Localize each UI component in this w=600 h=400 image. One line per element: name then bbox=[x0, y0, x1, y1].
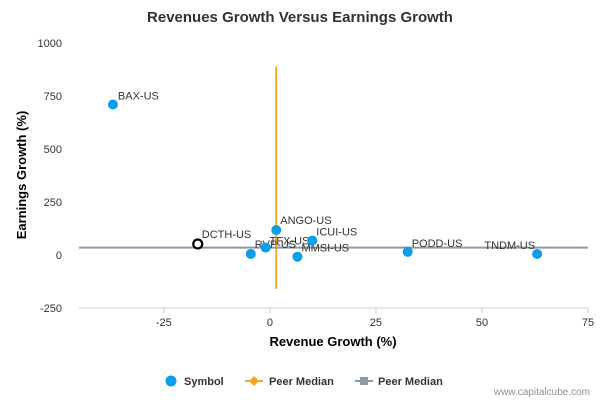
y-tick-label: 500 bbox=[44, 144, 62, 156]
x-tick-label: 75 bbox=[582, 317, 594, 329]
legend-diamond-marker bbox=[249, 376, 259, 386]
point-dcth-us[interactable] bbox=[192, 238, 204, 250]
legend-label-peer-median-2: Peer Median bbox=[378, 376, 443, 388]
point-label-bax-us: BAX-US bbox=[118, 90, 159, 102]
point-bax-us[interactable] bbox=[107, 99, 118, 110]
x-tick-label: 25 bbox=[370, 317, 382, 329]
y-tick-label: 0 bbox=[56, 250, 62, 262]
x-axis-ticks: -25 0 25 50 75 bbox=[156, 308, 594, 329]
chart-title: Revenues Growth Versus Earnings Growth bbox=[147, 9, 453, 26]
y-tick-label: 250 bbox=[44, 197, 62, 209]
point-label-mmsi-us: MMSI-US bbox=[301, 243, 349, 255]
point-icui-us[interactable] bbox=[307, 235, 318, 246]
point-label-icui-us: ICUI-US bbox=[316, 227, 357, 239]
x-tick-label: 0 bbox=[267, 317, 273, 329]
data-points: BAX-USDCTH-USRVP-USTFX-USANGO-USMMSI-USI… bbox=[107, 90, 543, 262]
y-tick-label: 750 bbox=[44, 91, 62, 103]
point-mmsi-us[interactable] bbox=[292, 251, 303, 262]
point-rvp-us[interactable] bbox=[245, 248, 256, 259]
legend-label-peer-median-1: Peer Median bbox=[269, 376, 334, 388]
point-tndm-us[interactable] bbox=[532, 248, 543, 259]
point-label-tfx-us: TFX-US bbox=[270, 236, 310, 248]
point-label-ango-us: ANGO-US bbox=[280, 215, 331, 227]
point-ango-us[interactable] bbox=[271, 224, 282, 235]
point-tfx-us[interactable] bbox=[260, 242, 271, 253]
point-label-tndm-us: TNDM-US bbox=[484, 240, 535, 252]
legend-symbol-marker bbox=[165, 375, 177, 387]
x-tick-label: -25 bbox=[156, 317, 172, 329]
point-label-podd-us: PODD-US bbox=[412, 238, 463, 250]
legend: Symbol Peer Median Peer Median bbox=[165, 375, 443, 389]
legend-item-peer-median-horizontal[interactable]: Peer Median bbox=[355, 376, 443, 388]
y-axis-ticks: -250 0 250 500 750 1000 bbox=[38, 38, 62, 315]
credit-text[interactable]: www.capitalcube.com bbox=[493, 387, 590, 398]
legend-item-symbol[interactable]: Symbol bbox=[165, 375, 224, 389]
point-label-dcth-us: DCTH-US bbox=[202, 229, 252, 241]
legend-square-marker bbox=[360, 377, 368, 385]
y-tick-label: -250 bbox=[40, 303, 62, 315]
x-axis-title: Revenue Growth (%) bbox=[269, 334, 396, 349]
y-axis-title: Earnings Growth (%) bbox=[14, 111, 29, 240]
x-tick-label: 50 bbox=[476, 317, 488, 329]
y-tick-label: 1000 bbox=[38, 38, 62, 50]
legend-item-peer-median-vertical[interactable]: Peer Median bbox=[245, 376, 334, 388]
legend-label-symbol: Symbol bbox=[184, 376, 224, 388]
point-podd-us[interactable] bbox=[402, 246, 413, 257]
